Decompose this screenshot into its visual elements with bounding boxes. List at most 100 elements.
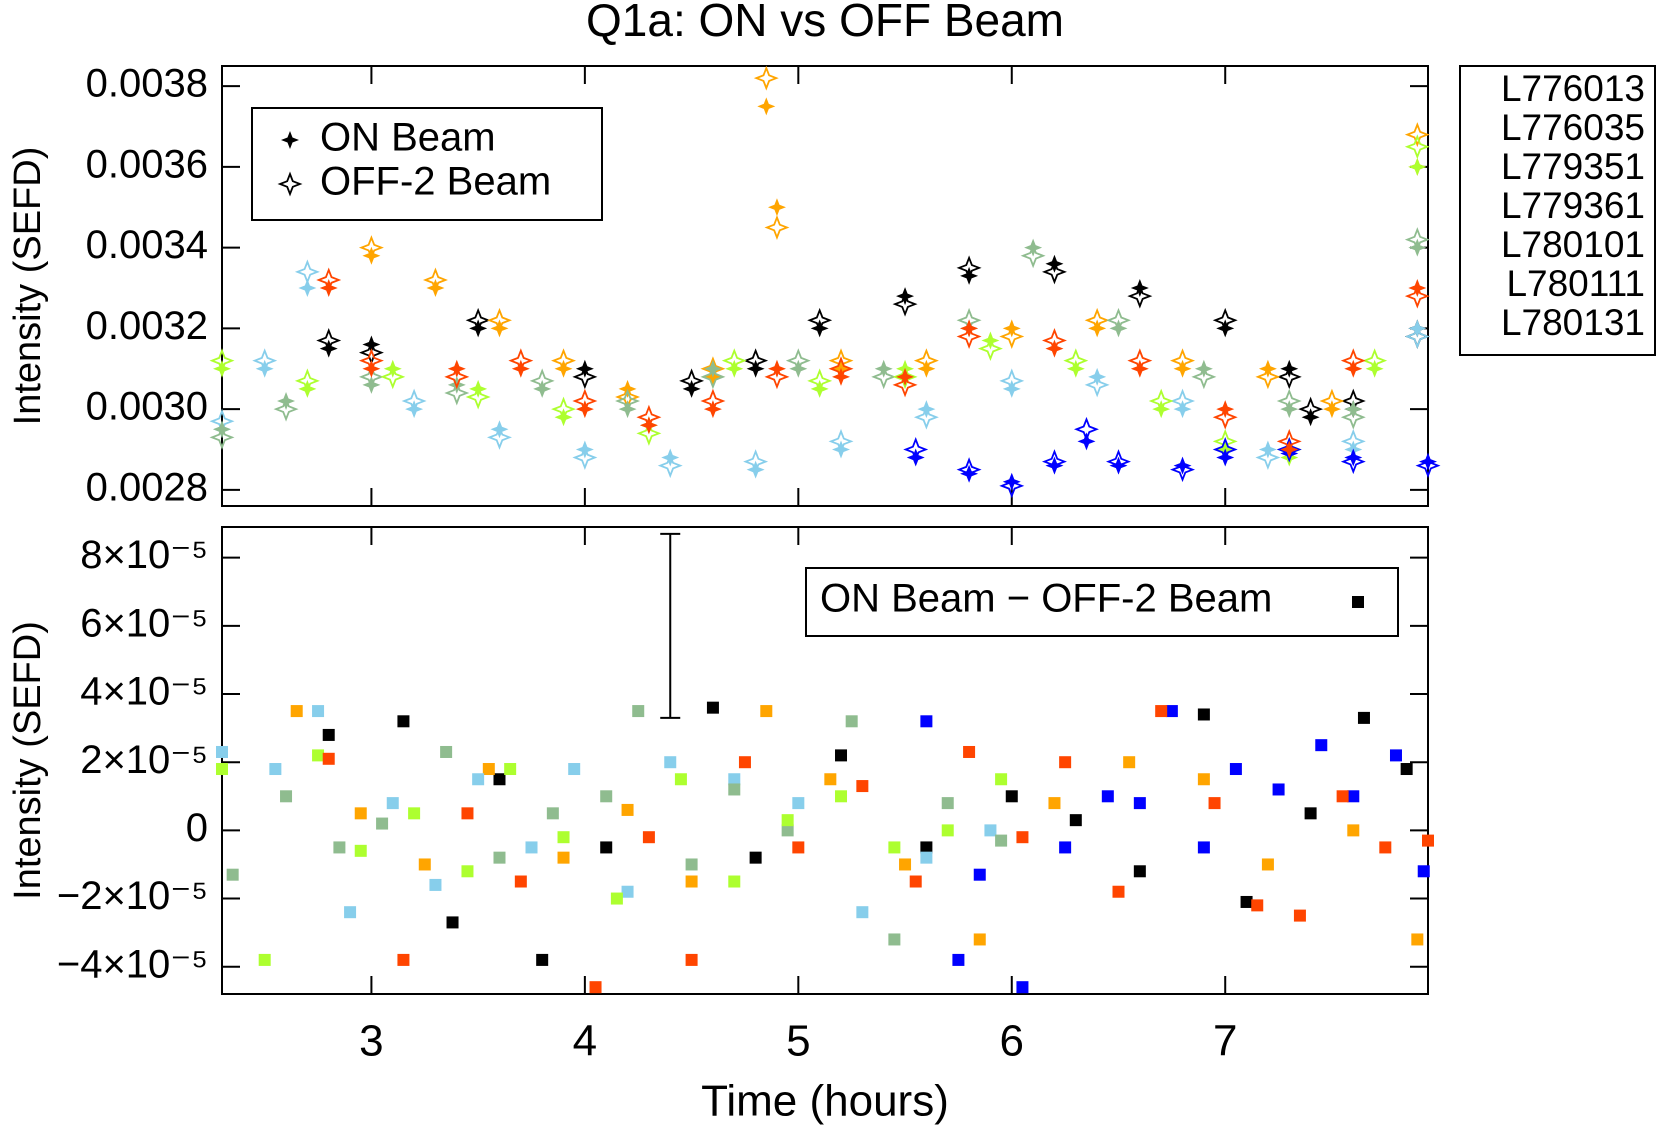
off-beam-point [892,364,918,390]
difference-point [632,705,645,718]
on-beam-point [1130,279,1149,298]
on-beam-point [1365,359,1384,378]
difference-point [664,756,677,769]
off-beam-point [1404,122,1430,148]
difference-point [728,773,741,786]
difference-point [984,824,997,837]
difference-point [408,807,421,820]
x-tick-label: 4 [573,1017,597,1066]
off-beam-point [871,364,897,390]
on-beam-point [213,420,231,439]
on-beam-point [767,198,786,217]
difference-point [781,824,794,837]
difference-point [446,916,459,929]
on-beam-point [1408,238,1427,257]
on-beam-point [832,367,851,386]
difference-point [1197,708,1210,721]
off-beam-point [1170,457,1196,483]
off-beam-point [1084,372,1110,398]
difference-point [1016,981,1029,994]
on-beam-point [639,416,658,435]
difference-point [1336,790,1349,803]
on-beam-point [277,392,296,411]
difference-point [899,858,912,871]
on-beam-point [725,359,744,378]
difference-point [1165,705,1178,718]
difference-point [1261,858,1274,871]
difference-point [952,953,965,966]
on-beam-point [1045,254,1064,273]
off-beam-point [1212,404,1238,430]
difference-point [226,868,239,881]
on-beam-point [1408,279,1427,298]
legend-marker [1352,596,1364,608]
difference-point [493,773,506,786]
difference-point [1272,783,1285,796]
off-beam-point [1020,243,1046,269]
color-legend-box [1459,65,1656,356]
on-beam-point [1109,319,1128,338]
on-beam-point [917,359,936,378]
on-beam-point [490,420,509,439]
difference-point [482,763,495,776]
difference-point [642,831,655,844]
difference-point [600,841,613,854]
difference-point [1240,895,1253,908]
difference-point [1112,885,1125,898]
off-beam-point [1255,364,1281,390]
y-tick-label: 0.0034 [86,223,208,267]
on-beam-point [906,448,925,467]
off-beam-point [294,259,320,285]
difference-point [792,797,805,810]
difference-point [1016,831,1029,844]
legend-label: L776013 [1501,68,1645,109]
difference-point [216,763,228,776]
legend-label: L779361 [1501,185,1645,226]
on-beam-point [362,335,381,354]
on-beam-point [1344,448,1363,467]
on-beam-point [1152,400,1171,419]
difference-point [1059,756,1072,769]
legend-marker [277,171,303,197]
off-beam-point [999,473,1025,499]
x-tick-label: 6 [1000,1017,1024,1066]
on-beam-point [896,287,915,306]
on-beam-point [757,97,776,116]
on-beam-point [1002,472,1021,491]
plot-frame [221,65,1429,507]
on-beam-point [767,359,786,378]
difference-point [610,892,623,905]
legend-label: L780131 [1501,302,1645,343]
legend-label: L779351 [1501,146,1645,187]
y-tick-label: 8×10⁻⁵ [80,533,208,577]
off-beam-point [764,214,790,240]
difference-point [835,749,848,762]
difference-point [344,906,357,919]
difference-point [1293,909,1306,922]
difference-point [269,763,282,776]
on-beam-point [1419,452,1437,471]
difference-point [728,875,741,888]
off-beam-point [1191,364,1217,390]
y-tick-label: 0.0036 [86,142,208,186]
difference-point [440,745,453,758]
difference-point [461,865,474,878]
on-beam-point [1258,359,1277,378]
difference-point [472,773,485,786]
difference-point [973,933,986,946]
difference-point [418,858,431,871]
legend-label: L780111 [1506,263,1645,304]
on-beam-point [469,319,488,338]
on-beam-point [1088,367,1107,386]
difference-point [397,715,410,728]
off-beam-point [1127,283,1153,309]
difference-point [963,745,976,758]
difference-point [995,834,1008,847]
legend-label: ON Beam − OFF-2 Beam [820,577,1272,621]
off-beam-point [1255,445,1281,471]
difference-point [621,803,634,816]
difference-point [835,790,848,803]
y-tick-label: 4×10⁻⁵ [80,670,208,714]
difference-point [1357,711,1370,724]
